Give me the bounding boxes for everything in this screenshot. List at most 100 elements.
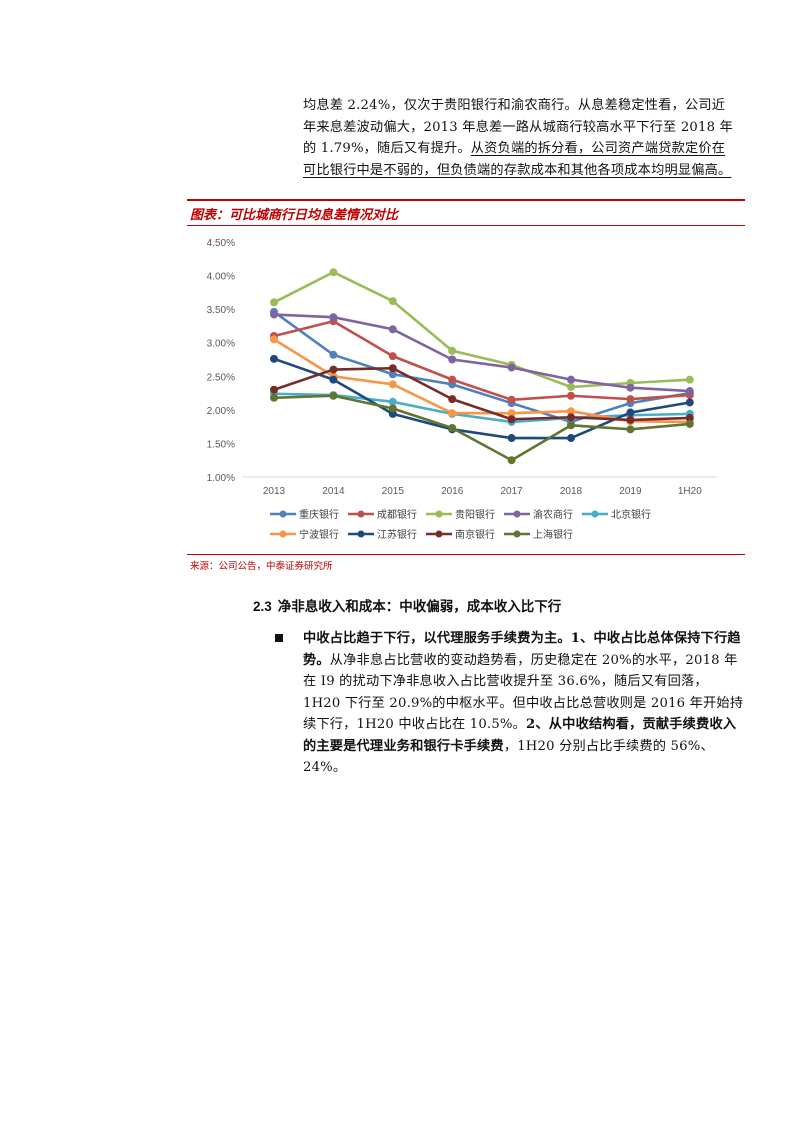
legend-swatch-marker [435, 510, 443, 518]
series-line [273, 313, 690, 393]
bold-lead: 2、从中收结构看，贡献手续费收入的主要是代理业务和银行卡手续费 [303, 717, 737, 754]
data-point-marker [567, 413, 575, 422]
data-point-marker [329, 365, 338, 374]
y-axis-tick-label: 1.00% [207, 473, 235, 484]
data-point-marker [329, 391, 338, 400]
underlined-text: 从资负端的拆分看，公司资产端贷款定价在 [470, 141, 726, 156]
paragraph-line: 的 1.79%，随后又有提升。 [303, 141, 471, 156]
data-point-marker [270, 354, 278, 363]
data-point-marker [507, 415, 516, 424]
y-axis-tick-label: 3.50% [207, 305, 235, 316]
data-point-marker [270, 393, 278, 402]
legend-swatch-marker [357, 530, 365, 538]
data-point-marker [567, 434, 575, 443]
series-line [273, 310, 691, 424]
y-axis-tick-label: 4.50% [207, 238, 235, 249]
legend-label: 江苏银行 [377, 528, 417, 541]
data-point-marker [329, 313, 338, 322]
x-axis-tick-label: 2013 [263, 486, 286, 497]
data-point-marker [567, 391, 575, 400]
body-paragraph-fee-income: 中收占比趋于下行，以代理服务手续费为主。1、中收占比总体保持下行趋势。从净非息占… [303, 628, 745, 779]
line-chart-nim-comparison: 4.50% 4.00% 3.50% 3.00% 2.50% 2.00% 1.50% 1.00%… [207, 238, 717, 541]
bold-lead: 中收占比趋于下行，以代理服务手续费为主。1、中收占比总体保持下行趋势。 [303, 631, 741, 668]
legend-swatch-marker [357, 510, 365, 518]
data-point-marker [388, 364, 397, 373]
data-point-marker [270, 335, 278, 344]
data-point-marker [626, 383, 635, 392]
data-point-marker [448, 423, 457, 432]
legend-swatch-marker [435, 530, 443, 538]
series-line [273, 270, 690, 389]
data-point-marker [448, 355, 457, 364]
data-point-marker [388, 325, 397, 334]
figure-source-rule [187, 554, 745, 555]
legend-swatch-marker [279, 510, 287, 518]
y-axis-tick-label: 1.50% [207, 439, 235, 450]
legend-swatch-marker [591, 510, 599, 518]
data-point-marker [685, 413, 694, 422]
data-point-marker [685, 398, 694, 407]
section-title: 净非息收入和成本：中收偏弱，成本收入比下行 [277, 599, 562, 615]
legend-label: 宁波银行 [299, 528, 339, 541]
data-point-marker [270, 385, 278, 394]
data-point-marker [626, 425, 635, 434]
y-axis-tick-label: 3.00% [207, 339, 235, 350]
bullet-square-icon [275, 634, 283, 642]
data-point-marker [507, 409, 516, 418]
section-heading: 2.3 净非息收入和成本：中收偏弱，成本收入比下行 [253, 595, 561, 615]
legend-swatch-marker [513, 510, 521, 518]
data-point-marker [567, 421, 575, 430]
data-point-marker [626, 415, 635, 424]
legend-label: 贵阳银行 [455, 508, 495, 521]
figure-top-rule [187, 199, 745, 201]
data-point-marker [567, 375, 575, 384]
data-point-marker [507, 434, 516, 443]
data-point-marker [329, 350, 338, 359]
y-axis-tick-label: 4.00% [207, 272, 235, 283]
legend-label: 重庆银行 [299, 508, 339, 521]
legend-label: 成都银行 [377, 508, 417, 521]
x-axis-tick-label: 2017 [500, 486, 523, 497]
data-point-marker [448, 409, 457, 418]
series-line [273, 319, 690, 402]
data-point-marker [388, 370, 397, 379]
legend-label: 上海银行 [533, 528, 573, 541]
y-axis-tick-label: 2.00% [207, 406, 235, 417]
data-point-marker [448, 346, 457, 355]
y-axis-tick-label: 2.50% [207, 372, 235, 383]
legend-label: 北京银行 [611, 508, 651, 521]
legend-label: 南京银行 [455, 528, 495, 541]
paragraph-text: ，1H20 分别占比手续费的 56%、24%。 [303, 738, 714, 776]
data-point-marker [567, 383, 575, 392]
data-point-marker [388, 397, 397, 406]
legend-swatch-marker [279, 530, 287, 538]
x-axis-tick-label: 2019 [619, 486, 642, 497]
data-point-marker [388, 380, 397, 389]
figure-source: 来源：公司公告，中泰证券研究所 [190, 561, 333, 572]
data-point-marker [626, 395, 635, 404]
x-axis-tick-label: 2018 [560, 486, 583, 497]
data-point-marker [270, 310, 278, 319]
data-point-marker [685, 419, 694, 428]
body-paragraph-nim: 均息差 2.24%，仅次于贵阳银行和渝农商行。从息差稳定性看，公司近 年来息差波… [303, 95, 745, 181]
data-point-marker [329, 375, 338, 384]
series-line [273, 357, 691, 440]
data-point-marker [507, 456, 516, 465]
paragraph-line: 均息差 2.24%，仅次于贵阳银行和渝农商行。从息差稳定性看，公司近 [303, 98, 726, 113]
x-axis-tick-label: 2014 [322, 486, 345, 497]
legend-label: 渝农商行 [533, 508, 573, 521]
data-point-marker [507, 363, 516, 372]
data-point-marker [685, 375, 694, 384]
section-number: 2.3 [253, 599, 272, 614]
x-axis-tick-label: 2016 [441, 486, 464, 497]
figure-title-rule [187, 225, 745, 226]
series-line [273, 394, 690, 462]
x-axis-tick-label: 1H20 [678, 486, 702, 497]
figure-title: 图表：可比城商行日均息差情况对比 [190, 208, 399, 223]
data-point-marker [329, 268, 338, 277]
x-axis-tick-label: 2015 [382, 486, 405, 497]
underlined-text: 可比银行中是不弱的，但负债端的存款成本和其他各项成本均明显偏高。 [303, 162, 732, 178]
data-point-marker [388, 404, 397, 413]
data-point-marker [388, 297, 397, 306]
data-point-marker [567, 407, 575, 416]
